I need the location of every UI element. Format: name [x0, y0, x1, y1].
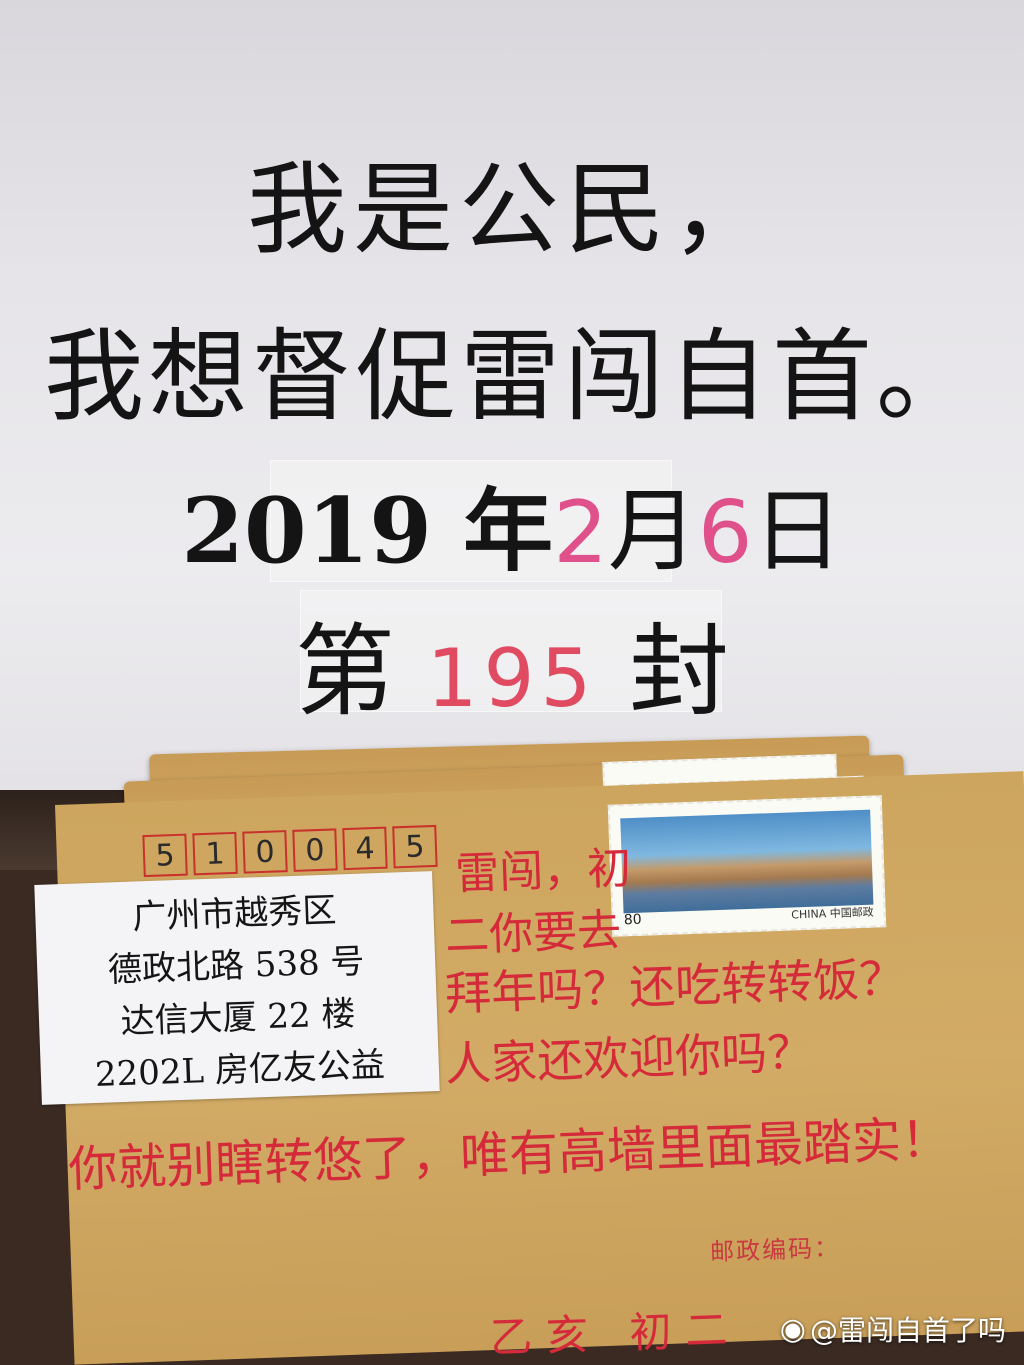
stamp-value: 80: [623, 911, 642, 929]
date-year: 2019 年: [181, 478, 554, 584]
address-line: 2202L 房亿友公益: [94, 1044, 386, 1095]
watermark-text: @雷闯自首了吗: [809, 1314, 1006, 1347]
postcode-digit: 0: [292, 828, 338, 872]
stamp-country: CHINA 中国邮政: [791, 905, 874, 922]
postcode-digit: 5: [142, 833, 188, 878]
date-day-unit: 日: [752, 479, 843, 584]
count-suffix: 封: [629, 613, 730, 730]
sign-line-1: 我是公民，: [247, 151, 777, 268]
count-value: 195: [426, 632, 598, 725]
sign-line-2: 我想督促雷闯自首。: [44, 318, 980, 435]
postcode-digit: 4: [342, 826, 388, 871]
date-month: 2: [553, 483, 608, 583]
postal-code-label: 邮政编码：: [709, 1233, 841, 1267]
paper-sign: 我是公民， 我想督促雷闯自首。 2019 年2月6日 第 195 封: [0, 0, 1024, 812]
sign-date: 2019 年2月6日: [0, 458, 1024, 588]
stamp-picture: [620, 809, 874, 914]
postcode-digit: 5: [392, 824, 438, 869]
postage-stamp: 80 CHINA 中国邮政: [607, 795, 887, 937]
date-month-unit: 月: [607, 479, 698, 584]
weibo-icon: ◉: [779, 1311, 806, 1347]
watermark: ◉ @雷闯自首了吗: [780, 1309, 1006, 1349]
sign-count: 第 195 封: [0, 590, 1024, 735]
count-prefix: 第: [294, 613, 395, 730]
postcode-digit: 1: [192, 831, 238, 876]
date-day: 6: [697, 483, 753, 583]
tape-strip: [270, 460, 672, 582]
handwritten-line: 雷闯，初: [454, 842, 632, 901]
handwritten-signature: 乙亥 初二: [489, 1304, 743, 1363]
tape-strip: [300, 590, 722, 712]
postcode-digit: 0: [242, 830, 288, 874]
handwritten-line: 人家还欢迎你吗？: [444, 1024, 814, 1092]
address-label: 广州市越秀区 德政北路 538 号 达信大厦 22 楼 2202L 房亿友公益: [34, 871, 440, 1105]
